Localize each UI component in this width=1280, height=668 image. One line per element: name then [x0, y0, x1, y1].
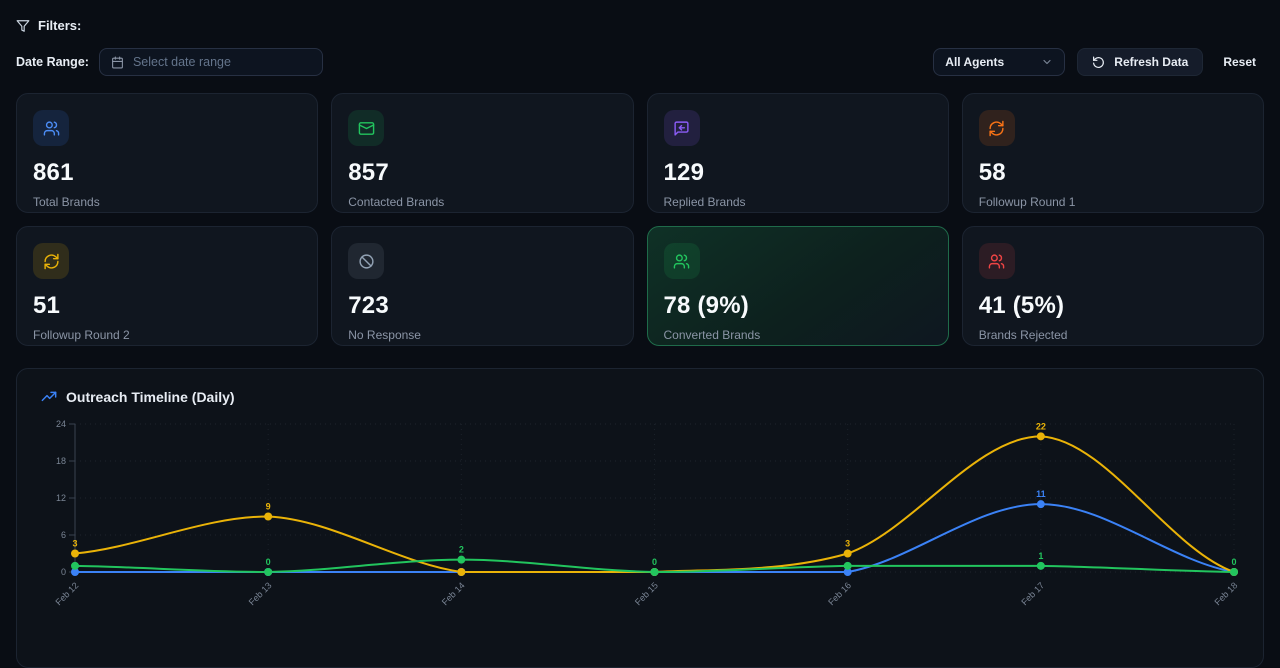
users-icon — [978, 243, 1015, 279]
svg-text:Feb 14: Feb 14 — [440, 580, 467, 607]
stat-value: 58 — [978, 159, 1006, 186]
ban-icon — [348, 243, 385, 279]
trending-up-icon — [41, 389, 57, 405]
stat-value: 723 — [348, 292, 389, 319]
calendar-icon — [111, 56, 124, 69]
reset-button[interactable]: Reset — [1215, 48, 1264, 76]
svg-text:9: 9 — [266, 502, 271, 512]
date-range-placeholder: Select date range — [132, 55, 231, 69]
svg-text:Feb 15: Feb 15 — [633, 580, 660, 607]
stat-label: Total Brands — [33, 195, 100, 209]
filter-bar: Filters: — [0, 0, 1280, 33]
svg-text:2: 2 — [459, 545, 464, 555]
stat-card-contacted-brands: 857 Contacted Brands — [331, 93, 634, 213]
svg-text:0: 0 — [266, 557, 271, 567]
svg-text:Feb 17: Feb 17 — [1019, 580, 1046, 607]
chevron-down-icon — [1041, 56, 1053, 68]
stat-card-followup-round-1: 58 Followup Round 1 — [961, 93, 1264, 213]
svg-text:1: 1 — [1038, 551, 1043, 561]
svg-text:22: 22 — [1036, 421, 1046, 431]
svg-text:0: 0 — [61, 567, 66, 577]
stat-value: 861 — [33, 159, 74, 186]
svg-text:24: 24 — [56, 419, 66, 429]
outreach-chart: 0 6 12 18 24 Feb 12 Feb 13 Feb 14 Feb 15 Feb 16 Fe… — [41, 417, 1239, 627]
filter-controls: Date Range: Select date range All Agents… — [0, 48, 1280, 76]
stat-card-brands-rejected: 41 (5%) Brands Rejected — [961, 226, 1264, 346]
stats-grid: 861 Total Brands 857 Contacted Brands 12… — [16, 93, 1264, 346]
refresh-data-label: Refresh Data — [1114, 55, 1189, 69]
users-icon — [33, 110, 69, 146]
stat-value: 129 — [663, 159, 705, 186]
svg-text:Feb 16: Feb 16 — [826, 580, 853, 607]
stat-card-followup-round-2: 51 Followup Round 2 — [16, 226, 319, 346]
agents-select-value: All Agents — [945, 55, 1005, 69]
refresh-icon — [978, 110, 1015, 146]
stat-card-total-brands: 861 Total Brands — [16, 93, 319, 213]
mail-icon — [348, 110, 385, 146]
stat-label: Contacted Brands — [348, 195, 445, 209]
stat-label: Followup Round 2 — [33, 328, 130, 342]
svg-text:3: 3 — [72, 539, 77, 549]
agents-select[interactable]: All Agents — [933, 48, 1066, 76]
stat-value: 857 — [348, 159, 389, 186]
svg-text:Feb 13: Feb 13 — [247, 580, 274, 607]
filters-title: Filters: — [38, 18, 82, 33]
date-range-label: Date Range: — [16, 55, 89, 69]
svg-text:18: 18 — [56, 456, 66, 466]
svg-text:0: 0 — [1231, 557, 1236, 567]
svg-text:Feb 18: Feb 18 — [1213, 580, 1239, 607]
stat-label: No Response — [348, 328, 421, 342]
reply-chat-icon — [663, 110, 700, 146]
refresh-icon — [33, 243, 69, 279]
stat-card-converted-brands: 78 (9%) Converted Brands — [646, 226, 949, 346]
stat-label: Converted Brands — [663, 328, 761, 342]
users-icon — [663, 243, 700, 279]
svg-text:6: 6 — [61, 530, 66, 540]
date-range-input[interactable]: Select date range — [98, 48, 323, 76]
chart-title: Outreach Timeline (Daily) — [66, 389, 235, 405]
stat-value: 78 (9%) — [663, 292, 749, 319]
funnel-icon — [16, 19, 30, 33]
refresh-data-button[interactable]: Refresh Data — [1077, 48, 1204, 76]
svg-text:3: 3 — [845, 539, 850, 549]
stat-label: Brands Rejected — [978, 328, 1068, 342]
refresh-ccw-icon — [1092, 55, 1105, 69]
svg-text:Feb 12: Feb 12 — [54, 580, 81, 607]
stat-value: 51 — [33, 292, 61, 319]
outreach-timeline-card: Outreach Timeline (Daily) 0 6 12 18 24 Feb 12… — [16, 368, 1264, 668]
stat-label: Followup Round 1 — [978, 195, 1076, 209]
stat-card-replied-brands: 129 Replied Brands — [646, 93, 949, 213]
svg-text:0: 0 — [652, 557, 657, 567]
svg-text:12: 12 — [56, 493, 66, 503]
stat-card-no-response: 723 No Response — [331, 226, 634, 346]
chart-header: Outreach Timeline (Daily) — [41, 389, 1239, 405]
stat-label: Replied Brands — [663, 195, 746, 209]
svg-text:11: 11 — [1036, 489, 1046, 499]
stat-value: 41 (5%) — [978, 292, 1065, 319]
